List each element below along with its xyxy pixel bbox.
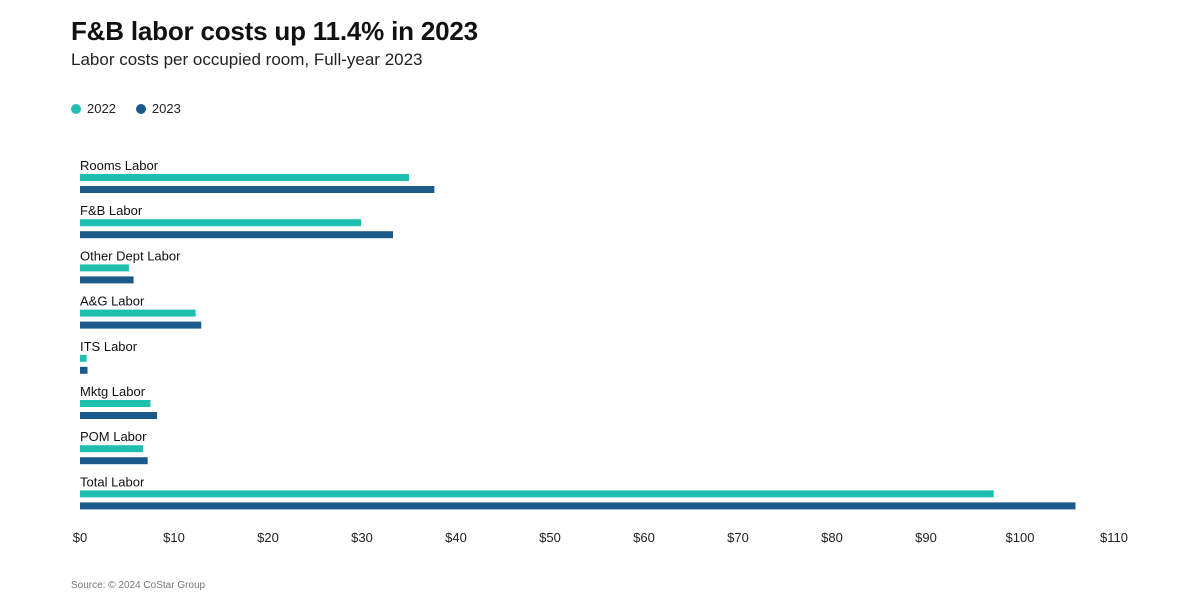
bar-2022-aandg-labor: [80, 309, 196, 317]
legend-label-2023: 2023: [151, 101, 181, 116]
bar-2022-mktg-labor: [80, 400, 151, 407]
bar-2022-its-labor: [80, 354, 87, 362]
source-note: Source: © 2024 CoStar Group: [71, 580, 206, 591]
bar-2023-other-dept-labor: [80, 276, 134, 284]
legend-label-2022: 2022: [87, 101, 116, 116]
category-label-rooms-labor: Rooms Labor: [80, 158, 159, 173]
bar-2023-mktg-labor: [80, 412, 158, 419]
bar-2022-pom-labor: [80, 445, 143, 453]
category-label-other-dept-labor: Other Dept Labor: [80, 248, 181, 263]
category-label-aandg-labor: A&G Labor: [80, 294, 145, 309]
chart-title: F&B labor costs up 11.4% in 2023: [71, 16, 478, 46]
x-tick-label: $110: [1100, 530, 1128, 545]
bar-2022-total-labor: [80, 490, 994, 498]
x-tick-label: $100: [1006, 530, 1035, 545]
category-label-its-labor: ITS Labor: [80, 339, 138, 354]
legend-swatch-2023: [135, 103, 146, 114]
x-tick-label: $40: [445, 530, 467, 545]
legend: 2022 2023: [71, 101, 181, 116]
x-tick-label: $10: [163, 530, 185, 545]
x-tick-label: $90: [915, 530, 937, 545]
bar-2023-its-labor: [80, 366, 88, 374]
x-tick-label: $70: [727, 530, 749, 545]
bar-2023-rooms-labor: [80, 186, 435, 193]
bar-2022-rooms-labor: [80, 174, 409, 181]
x-tick-label: $50: [539, 530, 561, 545]
category-label-total-labor: Total Labor: [80, 474, 145, 489]
bar-2022-fandb-labor: [80, 219, 362, 227]
x-tick-label: $80: [821, 530, 843, 545]
bar-2023-pom-labor: [80, 457, 148, 465]
x-tick-label: $0: [73, 530, 87, 545]
bar-2023-aandg-labor: [80, 321, 202, 329]
bar-2022-other-dept-labor: [80, 264, 129, 272]
x-tick-label: $30: [351, 530, 373, 545]
legend-item-2022: 2022: [71, 101, 116, 116]
bar-2023-fandb-labor: [80, 231, 394, 239]
x-tick-label: $60: [633, 530, 655, 545]
bar-2023-total-labor: [80, 502, 1076, 510]
category-label-mktg-labor: Mktg Labor: [80, 384, 146, 399]
legend-swatch-2022: [71, 103, 81, 114]
legend-item-2023: 2023: [135, 101, 181, 116]
category-label-pom-labor: POM Labor: [80, 429, 147, 444]
x-tick-label: $20: [257, 530, 279, 545]
category-label-fandb-labor: F&B Labor: [80, 203, 143, 218]
chart-subtitle: Labor costs per occupied room, Full-year…: [71, 50, 423, 69]
